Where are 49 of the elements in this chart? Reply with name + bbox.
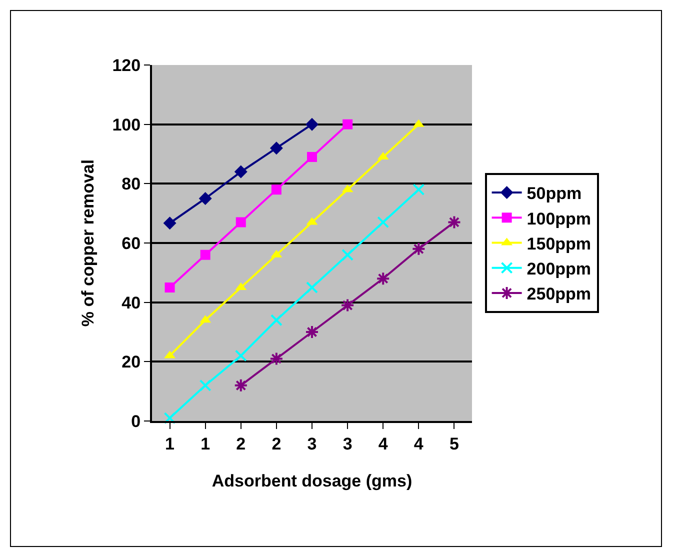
point xyxy=(236,217,246,228)
point xyxy=(342,119,353,130)
point xyxy=(200,250,210,260)
point xyxy=(412,184,425,196)
legend-label: 50ppm xyxy=(526,184,582,204)
point xyxy=(306,282,318,294)
point xyxy=(234,378,248,392)
point xyxy=(306,118,318,131)
point xyxy=(198,192,212,205)
legend-label: 250ppm xyxy=(526,284,592,304)
point xyxy=(271,184,282,195)
y-tick-label: 80 xyxy=(122,174,141,194)
legend-label: 150ppm xyxy=(526,234,592,254)
x-tick-label: 3 xyxy=(307,434,317,454)
point xyxy=(305,325,319,339)
y-tick-label: 100 xyxy=(112,115,141,134)
point xyxy=(164,282,175,292)
point xyxy=(447,215,462,230)
y-tick-label: 20 xyxy=(122,352,141,372)
x-tick-label: 3 xyxy=(342,434,352,454)
point xyxy=(234,165,248,178)
x-tick-label: 1 xyxy=(165,434,175,454)
point xyxy=(342,248,354,261)
y-tick-label: 120 xyxy=(112,56,141,75)
point xyxy=(270,314,282,326)
legend-label: 100ppm xyxy=(526,209,592,228)
point xyxy=(164,412,176,424)
point xyxy=(307,152,317,162)
x-tick-label: 4 xyxy=(378,434,388,454)
point xyxy=(199,379,212,392)
y-tick-label: 40 xyxy=(122,293,141,312)
y-tick-label: 0 xyxy=(131,412,141,431)
legend-label: 200ppm xyxy=(526,259,592,278)
point xyxy=(270,142,283,155)
point xyxy=(340,298,355,312)
point xyxy=(412,242,426,256)
point xyxy=(163,216,176,230)
x-tick-label: 2 xyxy=(236,434,246,454)
y-axis-title: % of copper removal xyxy=(78,159,98,327)
point xyxy=(269,352,284,366)
x-tick-label: 5 xyxy=(449,434,459,454)
point xyxy=(376,272,390,286)
x-tick-label: 1 xyxy=(200,434,210,454)
point xyxy=(234,350,247,362)
y-tick-label: 60 xyxy=(122,234,141,253)
x-tick-label: 2 xyxy=(272,434,282,454)
x-tick-label: 4 xyxy=(414,434,424,454)
point xyxy=(377,216,390,228)
x-axis-title: Adsorbent dosage (gms) xyxy=(212,471,412,490)
